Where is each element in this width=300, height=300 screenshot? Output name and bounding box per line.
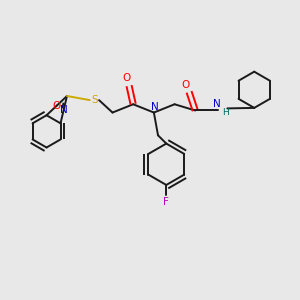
Text: H: H xyxy=(222,108,229,117)
Text: S: S xyxy=(92,95,98,105)
Text: O: O xyxy=(182,80,190,90)
Text: N: N xyxy=(213,99,221,109)
Text: O: O xyxy=(52,100,61,111)
Text: N: N xyxy=(60,105,68,115)
Text: O: O xyxy=(123,74,131,83)
Text: N: N xyxy=(151,102,159,112)
Text: F: F xyxy=(164,196,169,206)
